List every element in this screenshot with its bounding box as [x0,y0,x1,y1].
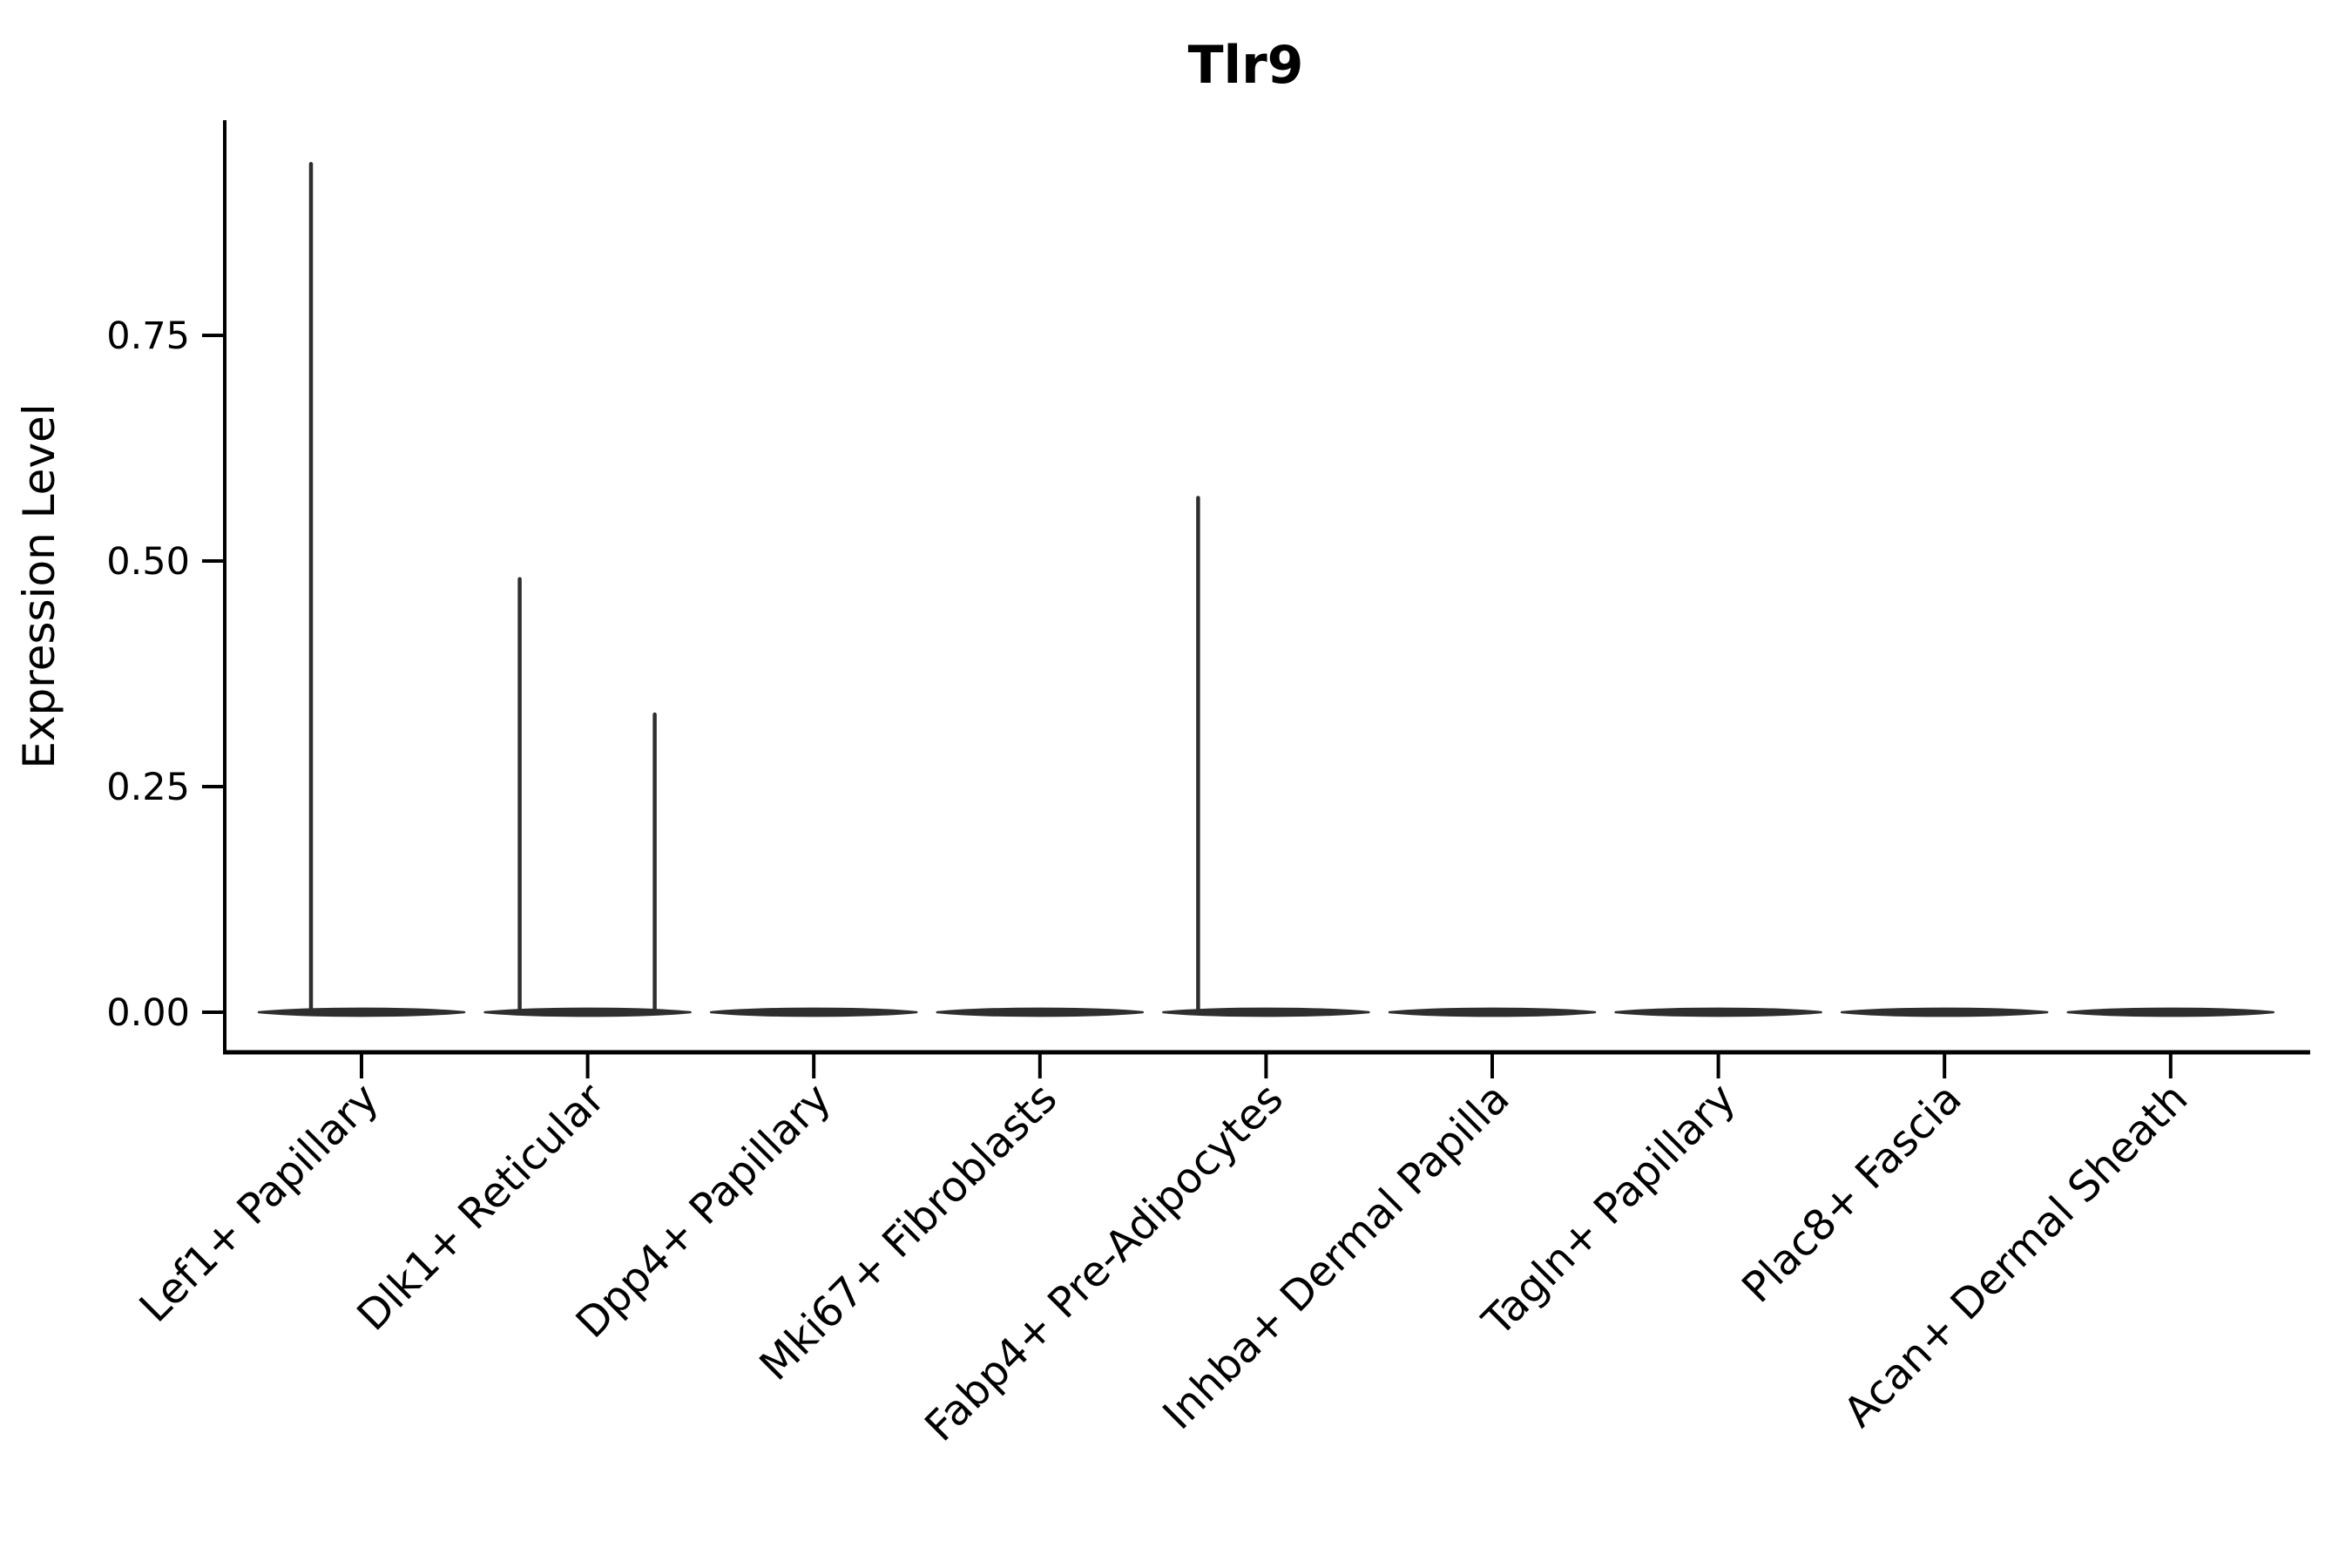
y-axis-ticks: 0.00 0.25 0.50 0.75 [106,314,223,1035]
x-tick-label: Lef1+ Papillary [131,1074,389,1332]
violin-body [1388,1007,1597,1017]
violins-layer [257,161,2275,1017]
y-tick-label: 0.25 [106,766,190,809]
x-tick-label: Fabp4+ Pre-Adipocytes [916,1074,1293,1451]
x-tick-label: Plac8+ Fascia [1733,1074,1971,1313]
y-tick-label: 0.75 [106,314,190,358]
violin-body [1162,1007,1370,1017]
x-tick-label: Tagln+ Papillary [1473,1074,1745,1346]
y-tick-label: 0.50 [106,540,190,584]
violin-body [2066,1007,2275,1017]
violin-body [1614,1007,1822,1017]
violin-body [936,1007,1145,1017]
violin-body [1840,1007,2049,1017]
x-tick-label: Dlk1+ Reticular [348,1074,614,1341]
violin-body [483,1007,692,1017]
y-tick-label: 0.00 [106,991,190,1035]
y-axis-title: Expression Level [14,403,64,768]
violin-body [709,1007,918,1017]
chart-title: Tlr9 [1188,35,1304,96]
violin-body [257,1007,466,1017]
